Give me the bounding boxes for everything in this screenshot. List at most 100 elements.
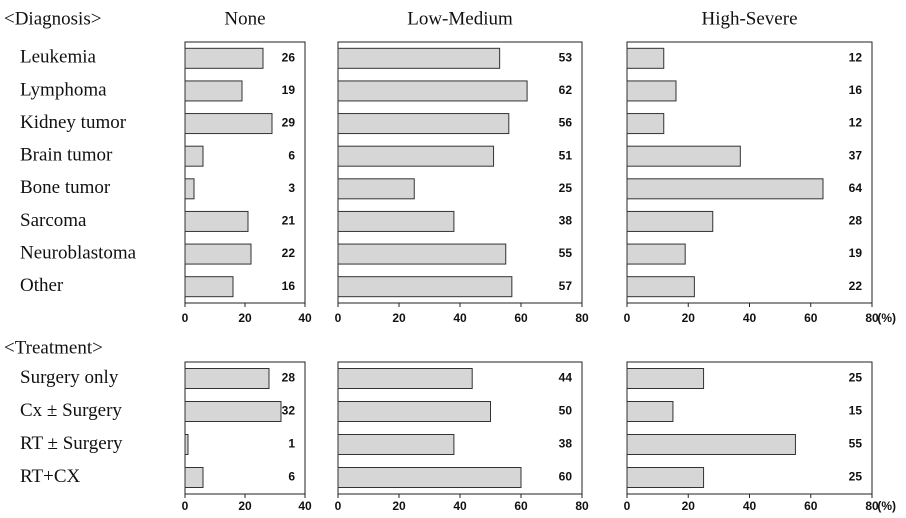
- x-tick-label: 20: [392, 499, 406, 513]
- value-label: 29: [282, 116, 296, 130]
- value-label: 1: [288, 437, 295, 451]
- bar: [626, 467, 705, 488]
- group-title: <Treatment>: [4, 337, 103, 358]
- category-label: Surgery only: [20, 367, 119, 388]
- x-tick-label: 0: [182, 499, 189, 513]
- value-label: 56: [559, 116, 573, 130]
- column-title: Low-Medium: [407, 8, 513, 29]
- bar: [626, 243, 686, 265]
- x-tick-label: 0: [335, 311, 342, 325]
- value-label: 25: [849, 371, 863, 385]
- bar: [337, 80, 528, 102]
- category-label: Bone tumor: [20, 177, 111, 198]
- bar: [337, 276, 513, 298]
- value-label: 6: [288, 470, 295, 484]
- bar: [337, 178, 415, 200]
- bar: [626, 401, 674, 422]
- value-label: 19: [282, 83, 296, 97]
- value-label: 38: [559, 437, 573, 451]
- x-tick-label: 40: [453, 311, 467, 325]
- bar: [184, 434, 189, 455]
- bar: [184, 368, 270, 389]
- value-label: 22: [282, 246, 296, 260]
- bar: [184, 178, 195, 200]
- category-label: Neuroblastoma: [20, 242, 137, 263]
- bar: [184, 276, 234, 298]
- x-tick-label: 0: [624, 311, 631, 325]
- column-title: High-Severe: [701, 8, 797, 29]
- bar: [337, 368, 473, 389]
- bar: [337, 401, 491, 422]
- x-tick-label: 80: [865, 311, 879, 325]
- bar: [337, 113, 510, 135]
- category-label: RT ± Surgery: [20, 433, 123, 454]
- bar: [184, 243, 252, 265]
- value-label: 16: [282, 279, 296, 293]
- x-tick-label: 80: [865, 499, 879, 513]
- x-tick-label: 80: [575, 499, 589, 513]
- x-tick-label: 40: [298, 499, 312, 513]
- x-tick-label: 20: [392, 311, 406, 325]
- value-label: 44: [559, 371, 573, 385]
- x-tick-label: 40: [743, 311, 757, 325]
- value-label: 25: [559, 181, 573, 195]
- value-label: 16: [849, 83, 863, 97]
- bar: [184, 113, 273, 135]
- value-label: 62: [559, 83, 573, 97]
- value-label: 57: [559, 279, 573, 293]
- bar: [626, 434, 796, 455]
- bar: [626, 113, 665, 135]
- bar: [184, 80, 243, 102]
- group-title: <Diagnosis>: [4, 8, 101, 29]
- bar: [626, 178, 824, 200]
- x-tick-label: 20: [682, 311, 696, 325]
- x-tick-label: 40: [453, 499, 467, 513]
- category-label: Kidney tumor: [20, 112, 127, 133]
- value-label: 15: [849, 404, 863, 418]
- x-tick-label: 40: [743, 499, 757, 513]
- unit-label: (%): [877, 499, 896, 513]
- x-tick-label: 20: [682, 499, 696, 513]
- category-label: RT+CX: [20, 466, 81, 487]
- value-label: 55: [849, 437, 863, 451]
- category-label: Cx ± Surgery: [20, 400, 122, 421]
- bar: [337, 467, 522, 488]
- x-tick-label: 20: [238, 499, 252, 513]
- x-tick-label: 60: [514, 499, 528, 513]
- bar: [337, 145, 495, 167]
- value-label: 60: [559, 470, 573, 484]
- bar: [337, 210, 455, 232]
- bar: [184, 145, 204, 167]
- value-label: 12: [849, 116, 863, 130]
- bar: [184, 47, 264, 69]
- x-tick-label: 0: [624, 499, 631, 513]
- value-label: 64: [849, 181, 863, 195]
- bar: [184, 210, 249, 232]
- x-tick-label: 60: [514, 311, 528, 325]
- value-label: 25: [849, 470, 863, 484]
- bar: [184, 467, 204, 488]
- bar: [337, 243, 507, 265]
- category-label: Brain tumor: [20, 145, 113, 166]
- value-label: 12: [849, 50, 863, 64]
- bar: [626, 80, 677, 102]
- column-title: None: [224, 8, 265, 29]
- x-tick-label: 20: [238, 311, 252, 325]
- bar: [337, 47, 501, 69]
- value-label: 32: [282, 404, 296, 418]
- x-tick-label: 40: [298, 311, 312, 325]
- value-label: 51: [559, 148, 573, 162]
- bar: [626, 47, 665, 69]
- value-label: 21: [282, 214, 296, 228]
- category-label: Leukemia: [20, 47, 97, 68]
- value-label: 38: [559, 214, 573, 228]
- x-tick-label: 0: [182, 311, 189, 325]
- bar: [626, 276, 695, 298]
- category-label: Other: [20, 275, 64, 296]
- x-tick-label: 60: [804, 499, 818, 513]
- value-label: 28: [282, 371, 296, 385]
- value-label: 26: [282, 50, 296, 64]
- value-label: 28: [849, 214, 863, 228]
